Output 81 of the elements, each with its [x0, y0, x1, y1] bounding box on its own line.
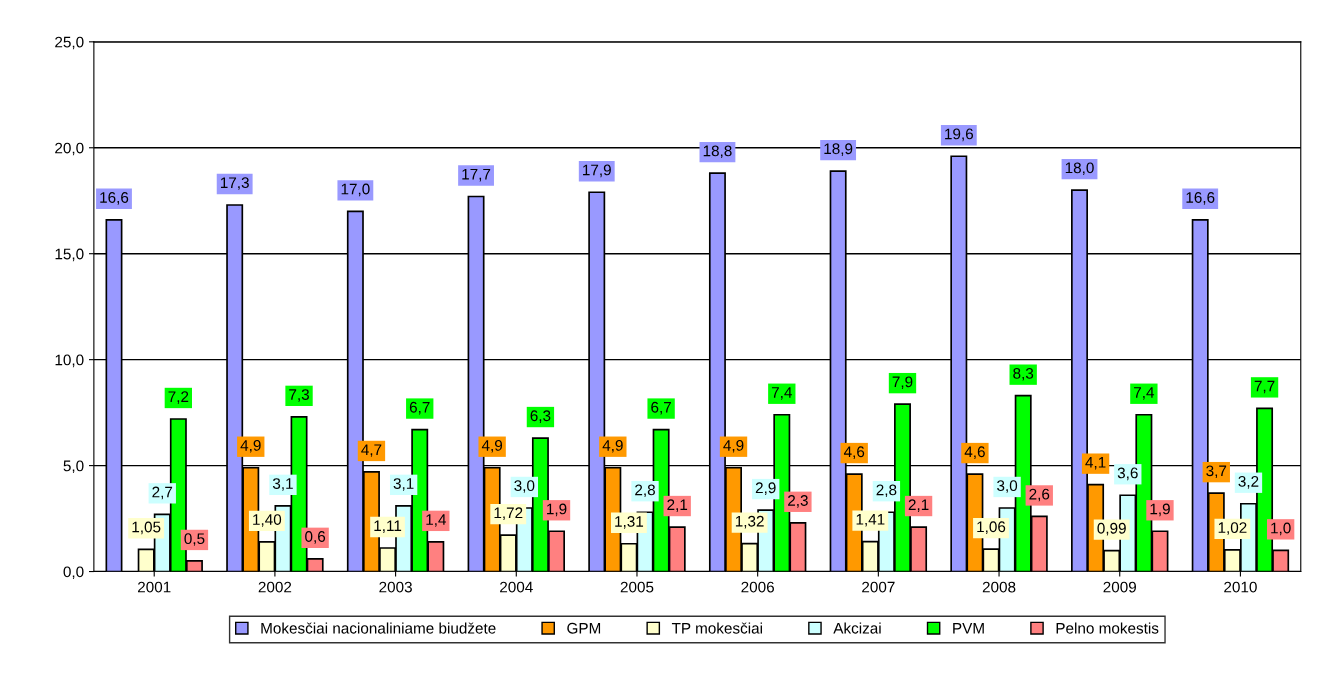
data-label: 1,32	[735, 515, 764, 529]
data-label: 4,6	[964, 446, 985, 459]
data-label: 8,3	[1013, 367, 1034, 381]
y-tick-label: 15,0	[55, 248, 84, 262]
data-label: 1,40	[253, 514, 282, 527]
data-label: 4,9	[240, 439, 261, 453]
x-tick-label: 2005	[620, 581, 654, 593]
x-tick-label: 2009	[1103, 581, 1137, 593]
data-label: 6,3	[530, 410, 551, 423]
data-label: 7,7	[1254, 380, 1275, 394]
data-label: 1,41	[856, 514, 885, 527]
data-label: 4,9	[723, 439, 744, 453]
data-label: 3,1	[393, 478, 414, 491]
x-tick-label: 2002	[258, 581, 292, 593]
data-label: 3,2	[1238, 476, 1259, 489]
data-label: 4,9	[602, 439, 623, 453]
data-label: 1,02	[1218, 522, 1247, 535]
data-label: 16,6	[100, 192, 129, 205]
data-label: 1,0	[1271, 522, 1291, 536]
y-tick-label: 0,0	[63, 566, 84, 580]
data-label: 3,0	[997, 480, 1018, 493]
data-label: 7,3	[289, 389, 309, 402]
data-label: 2,7	[152, 486, 173, 500]
y-tick-label: 20,0	[55, 142, 84, 156]
data-label: 6,7	[651, 401, 671, 415]
legend-label: Akcizai	[833, 622, 881, 634]
legend-label: GPM	[567, 622, 601, 634]
x-tick-label: 2004	[500, 581, 533, 593]
x-tick-label: 2001	[137, 581, 171, 593]
data-label: 1,05	[132, 521, 161, 535]
data-label: 3,1	[272, 478, 293, 491]
data-label: 17,0	[341, 183, 370, 197]
data-label: 3,6	[1117, 467, 1138, 481]
x-tick-label: 2008	[982, 581, 1016, 593]
legend-label: TP mokesčiai	[671, 622, 762, 634]
data-label: 0,6	[305, 531, 326, 544]
data-label: 1,31	[615, 516, 644, 529]
legend-label: Mokesčiai nacionaliniame biudžete	[261, 622, 496, 634]
data-label: 2,9	[755, 482, 776, 495]
data-label: 19,6	[945, 128, 974, 142]
x-tick-label: 2010	[1224, 581, 1257, 593]
data-label: 1,72	[494, 507, 523, 520]
data-label: 2,8	[876, 484, 897, 498]
y-tick-label: 25,0	[55, 36, 84, 50]
data-label: 4,9	[481, 439, 503, 453]
data-label: 7,9	[892, 376, 913, 390]
data-label: 17,7	[462, 168, 491, 182]
data-label: 1,06	[977, 521, 1006, 534]
data-label: 4,7	[361, 444, 382, 457]
data-label: 2,3	[788, 495, 808, 508]
data-label: 7,2	[168, 391, 189, 404]
data-label: 3,7	[1206, 465, 1227, 479]
data-label: 1,11	[374, 520, 402, 533]
data-label: 0,5	[184, 533, 205, 546]
x-tick-label: 2003	[379, 581, 412, 593]
data-label: 1,9	[547, 503, 567, 517]
y-tick-label: 5,0	[63, 460, 84, 474]
data-label: 18,8	[703, 145, 732, 159]
data-label: 17,9	[583, 164, 611, 178]
data-label: 2,1	[667, 499, 688, 512]
data-label: 16,6	[1186, 192, 1215, 205]
data-label: 1,4	[426, 514, 446, 527]
data-label: 2,6	[1029, 488, 1050, 502]
data-label: 4,1	[1085, 457, 1106, 470]
data-label: 7,4	[1134, 387, 1155, 400]
x-tick-label: 2007	[862, 581, 895, 593]
x-tick-label: 2006	[741, 581, 774, 593]
data-label: 6,7	[409, 401, 430, 415]
data-label: 0,99	[1097, 522, 1126, 536]
legend-label: Pelno mokestis	[1056, 622, 1159, 634]
data-label: 2,1	[908, 499, 929, 512]
data-label: 1,9	[1150, 503, 1170, 517]
data-label: 4,6	[843, 446, 865, 459]
legend-label: PVM	[953, 623, 984, 634]
y-tick-label: 10,0	[55, 354, 84, 368]
data-label: 7,4	[771, 387, 792, 400]
data-label: 18,9	[824, 143, 853, 156]
data-label: 18,0	[1065, 162, 1094, 176]
data-label: 2,8	[635, 484, 655, 498]
data-label: 17,3	[220, 177, 249, 190]
data-label: 3,0	[514, 480, 535, 493]
